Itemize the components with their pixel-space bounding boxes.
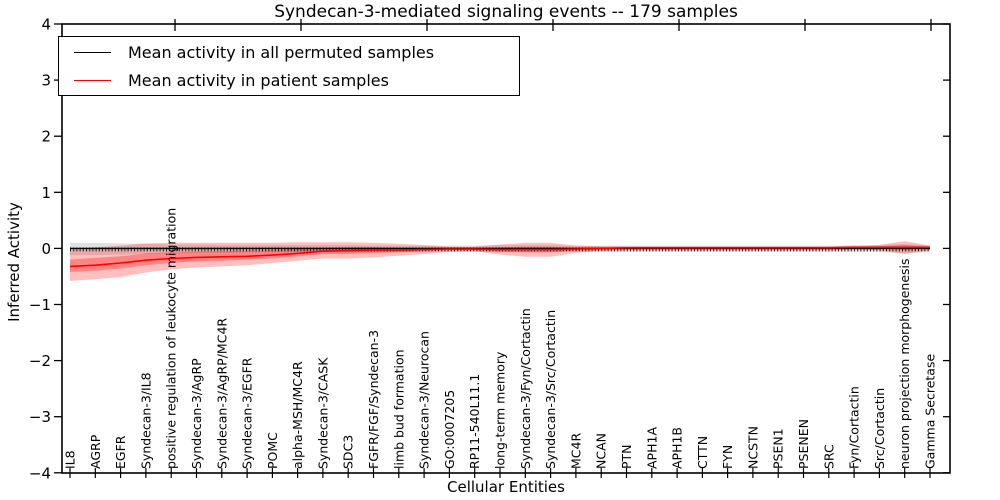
y-tick-label: 2 — [41, 128, 51, 146]
y-tick-label: −1 — [29, 296, 51, 314]
x-tick-label: Syndecan-3/EGFR — [240, 357, 255, 469]
x-tick-label: Syndecan-3/AgRP — [189, 358, 204, 469]
x-tick-label: Src/Cortactin — [872, 388, 887, 469]
x-tick-label: PTN — [619, 444, 634, 469]
x-tick-label: FGFR/FGF/Syndecan-3 — [366, 330, 381, 469]
x-tick-label: AGRP — [88, 434, 103, 469]
x-tick-label: CTTN — [695, 436, 710, 469]
y-tick-label: 4 — [41, 16, 51, 34]
x-tick-label: limb bud formation — [391, 349, 406, 469]
x-tick-label: RP11-540L11.1 — [467, 374, 482, 469]
legend-box: Mean activity in all permuted samples Me… — [58, 36, 520, 96]
x-tick-label: PSENEN — [796, 419, 811, 469]
x-tick-label: long-term memory — [493, 351, 508, 469]
x-tick-label: Syndecan-3/IL8 — [138, 372, 153, 469]
x-tick-label: SDC3 — [341, 435, 356, 469]
x-tick-label: SRC — [821, 444, 836, 469]
x-tick-label: Syndecan-3/AgRP/MC4R — [214, 318, 229, 469]
y-tick-label: −2 — [29, 352, 51, 370]
x-tick-label: IL8 — [63, 450, 78, 469]
patient-range-inner-band — [70, 245, 930, 272]
x-tick-label: POMC — [265, 432, 280, 469]
x-tick-label: MC4R — [568, 433, 583, 469]
patient-mean-line — [69, 246, 930, 268]
y-axis-label: Inferred Activity — [5, 202, 23, 322]
y-tick-label: 0 — [41, 240, 51, 258]
x-tick-label: neuron projection morphogenesis — [897, 258, 912, 469]
legend-item-patient: Mean activity in patient samples — [59, 66, 519, 94]
x-tick-label: EGFR — [113, 435, 128, 469]
legend-label-patient: Mean activity in patient samples — [128, 70, 389, 90]
legend-label-permuted: Mean activity in all permuted samples — [128, 42, 435, 62]
x-tick-label: alpha-MSH/MC4R — [290, 361, 305, 469]
x-tick-label: APH1A — [644, 427, 659, 469]
y-tick-label: −4 — [29, 464, 51, 482]
y-tick-label: 3 — [41, 72, 51, 90]
x-tick-label: NCSTN — [745, 426, 760, 469]
y-tick-label: −3 — [29, 408, 51, 426]
x-tick-label: Syndecan-3/Src/Cortactin — [543, 310, 558, 469]
patient-line-swatch — [74, 79, 111, 81]
x-tick-label: PSEN1 — [771, 428, 786, 469]
x-tick-label: NCAN — [594, 433, 609, 469]
x-tick-label: Fyn/Cortactin — [847, 386, 862, 469]
x-tick-label: positive regulation of leukocyte migrati… — [164, 208, 179, 469]
permuted-line-swatch — [74, 51, 111, 53]
x-tick-label: APH1B — [670, 427, 685, 469]
legend-item-permuted: Mean activity in all permuted samples — [59, 38, 519, 66]
x-tick-label: Syndecan-3/Fyn/Cortactin — [518, 308, 533, 469]
chart-title: Syndecan-3-mediated signaling events -- … — [274, 2, 738, 22]
x-tick-label: FYN — [720, 445, 735, 469]
x-tick-label: Syndecan-3/CASK — [315, 357, 330, 469]
x-tick-label: Syndecan-3/Neurocan — [417, 331, 432, 469]
y-tick-label: 1 — [41, 184, 51, 202]
x-axis-label: Cellular Entities — [447, 478, 565, 496]
x-tick-label: Gamma Secretase — [923, 354, 938, 469]
x-tick-label: GO:0007205 — [442, 390, 457, 469]
